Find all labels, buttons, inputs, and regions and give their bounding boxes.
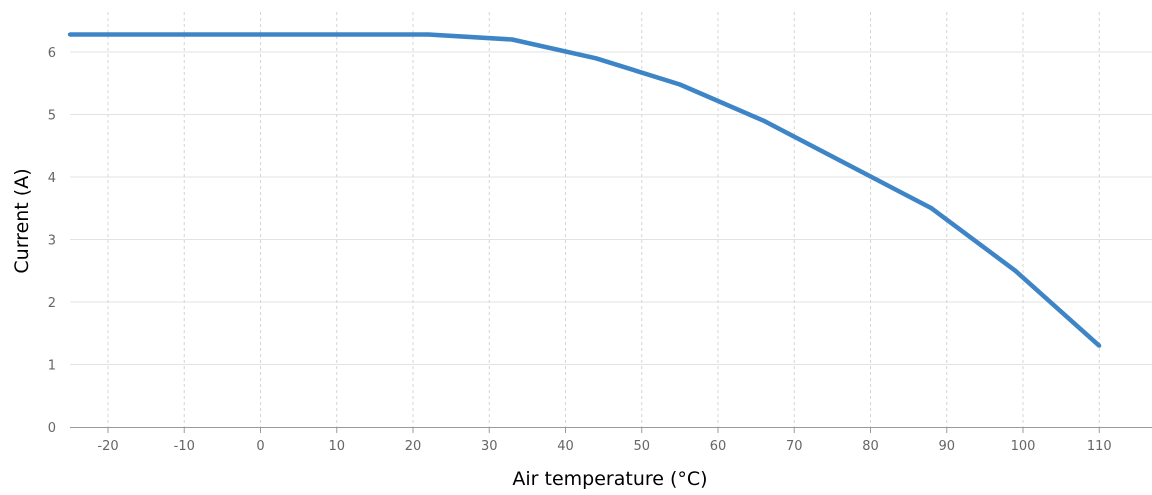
x-tick-label: 30 [481, 439, 498, 454]
y-axis-title: Current (A) [11, 168, 33, 273]
x-tick-label: -10 [174, 439, 195, 454]
x-tick-label: 0 [256, 439, 264, 454]
data-point [929, 206, 934, 211]
x-tick-label: 90 [938, 439, 955, 454]
data-point [677, 82, 682, 87]
x-tick-label: 50 [633, 439, 650, 454]
data-point [1097, 343, 1102, 348]
data-point [426, 32, 431, 37]
tick-labels: 0 1 2 3 4 5 6 -20 -10 0 10 20 30 40 50 60 70 80 90 100 110 [48, 46, 1112, 454]
y-tick-label: 6 [48, 46, 56, 61]
axes [70, 427, 1152, 433]
x-tick-label: -20 [97, 439, 118, 454]
data-point [594, 56, 598, 61]
grid-lines [70, 12, 1152, 427]
x-tick-label: 10 [328, 439, 345, 454]
series-line [69, 32, 1101, 348]
x-tick-label: 100 [1011, 439, 1036, 454]
y-tick-label: 1 [48, 359, 56, 374]
y-tick-label: 4 [48, 171, 56, 186]
data-point [67, 32, 72, 37]
x-axis-title: Air temperature (°C) [512, 468, 707, 490]
data-point [1013, 268, 1018, 273]
y-tick-label: 5 [48, 109, 56, 124]
series-layer [67, 32, 1102, 348]
x-tick-label: 60 [710, 439, 727, 454]
data-point [510, 37, 515, 42]
y-tick-label: 2 [48, 296, 56, 311]
x-tick-label: 20 [405, 439, 422, 454]
data-point [845, 162, 850, 167]
y-tick-label: 0 [48, 421, 56, 436]
x-tick-label: 70 [786, 439, 803, 454]
x-tick-label: 110 [1087, 439, 1112, 454]
y-tick-label: 3 [48, 234, 56, 249]
x-tick-label: 80 [862, 439, 879, 454]
data-point [761, 118, 766, 123]
x-tick-label: 40 [557, 439, 574, 454]
